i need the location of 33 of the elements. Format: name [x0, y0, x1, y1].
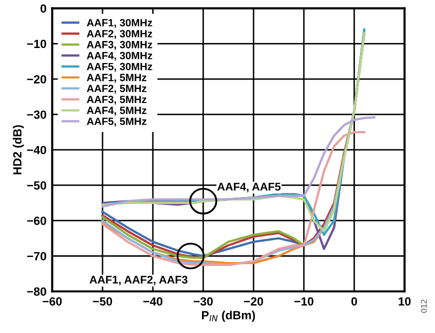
y-tick-label: −80 [27, 287, 46, 296]
legend-label: AAF4, 30MHz [86, 52, 152, 61]
legend-label: AAF3, 5MHz [86, 96, 146, 105]
line-series [101, 131, 366, 266]
y-tick-label: −50 [27, 181, 46, 190]
y-tick-label: 0 [40, 4, 46, 13]
y-tick-label: −10 [27, 40, 46, 48]
annotation: AAF4, AAF5 [217, 182, 281, 192]
x-tick-label: 10 [398, 297, 411, 306]
legend-label: AAF1, 30MHz [86, 19, 152, 28]
x-tick-label: −10 [294, 297, 314, 306]
x-axis-title: P$_{IN}$ (dBm) [202, 310, 255, 322]
legend-label: AAF1, 5MHz [86, 74, 146, 83]
text: 012 [420, 300, 427, 313]
y-tick-label: −30 [27, 110, 46, 119]
legend-label: AAF3, 30MHz [86, 40, 152, 50]
y-tick-label: −70 [27, 252, 46, 260]
x-tick-label: −30 [194, 297, 213, 306]
x-tick-label: −40 [143, 297, 162, 306]
legend-label: AAF5, 30MHz [86, 62, 152, 72]
y-axis-title: HD2 (dB) [12, 125, 24, 174]
y-tick-label: −20 [27, 75, 46, 84]
x-tick-label: −50 [93, 297, 112, 306]
legend-label: AAF4, 5MHz [86, 106, 146, 116]
annotation: AAF1, AAF2, AAF3 [90, 276, 188, 286]
legend-label: AAF2, 30MHz [86, 30, 152, 39]
x-tick-label: −60 [42, 297, 62, 306]
legend-label: AAF2, 5MHz [86, 84, 146, 94]
x-tick-label: 0 [351, 297, 358, 306]
y-tick-label: −40 [27, 146, 46, 154]
legend-label: AAF5, 5MHz [86, 118, 146, 127]
x-tick-label: −20 [244, 297, 264, 306]
y-tick-label: −60 [27, 216, 46, 226]
